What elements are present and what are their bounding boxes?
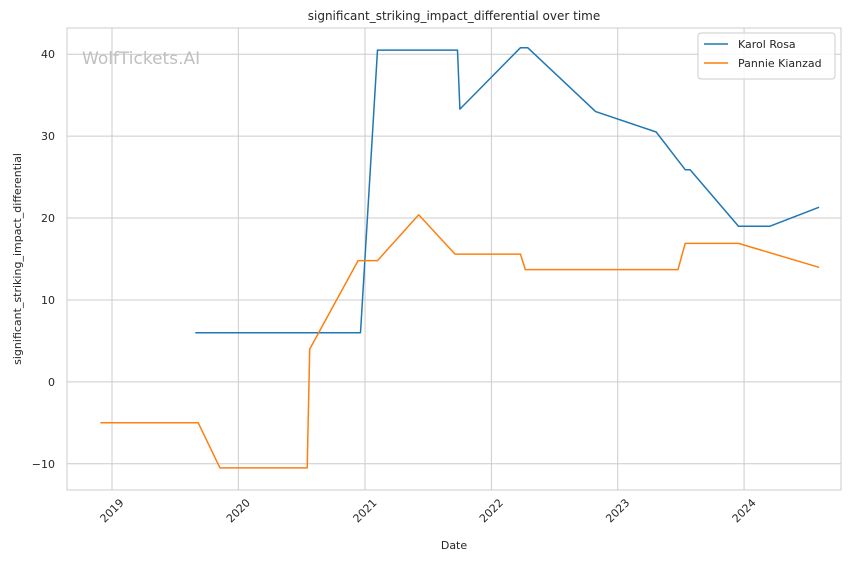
legend-label-karol-rosa: Karol Rosa — [738, 38, 796, 51]
series-line-pannie-kianzad — [100, 214, 820, 469]
series-layer — [100, 46, 820, 469]
legend-box — [697, 32, 836, 80]
y-tick-labels: −10 0 10 20 30 40 — [32, 48, 55, 471]
y-tick-label: 40 — [41, 48, 55, 61]
y-tick-label: 30 — [41, 130, 55, 143]
legend-label-pannie-kianzad: Pannie Kianzad — [738, 57, 822, 70]
y-tick-label: 0 — [48, 376, 55, 389]
watermark: WolfTickets.AI — [82, 49, 200, 69]
y-tick-label: 20 — [41, 212, 55, 225]
x-axis-label: Date — [441, 539, 468, 552]
chart-title: significant_striking_impact_differential… — [308, 9, 600, 23]
y-tick-label: 10 — [41, 294, 55, 307]
y-axis-label: significant_striking_impact_differential — [11, 153, 24, 365]
plot-background — [67, 28, 841, 490]
y-tick-label: −10 — [32, 458, 55, 471]
series-line-karol-rosa — [195, 46, 820, 334]
plot-frame — [66, 27, 842, 491]
legend: Karol Rosa Pannie Kianzad — [697, 32, 836, 80]
